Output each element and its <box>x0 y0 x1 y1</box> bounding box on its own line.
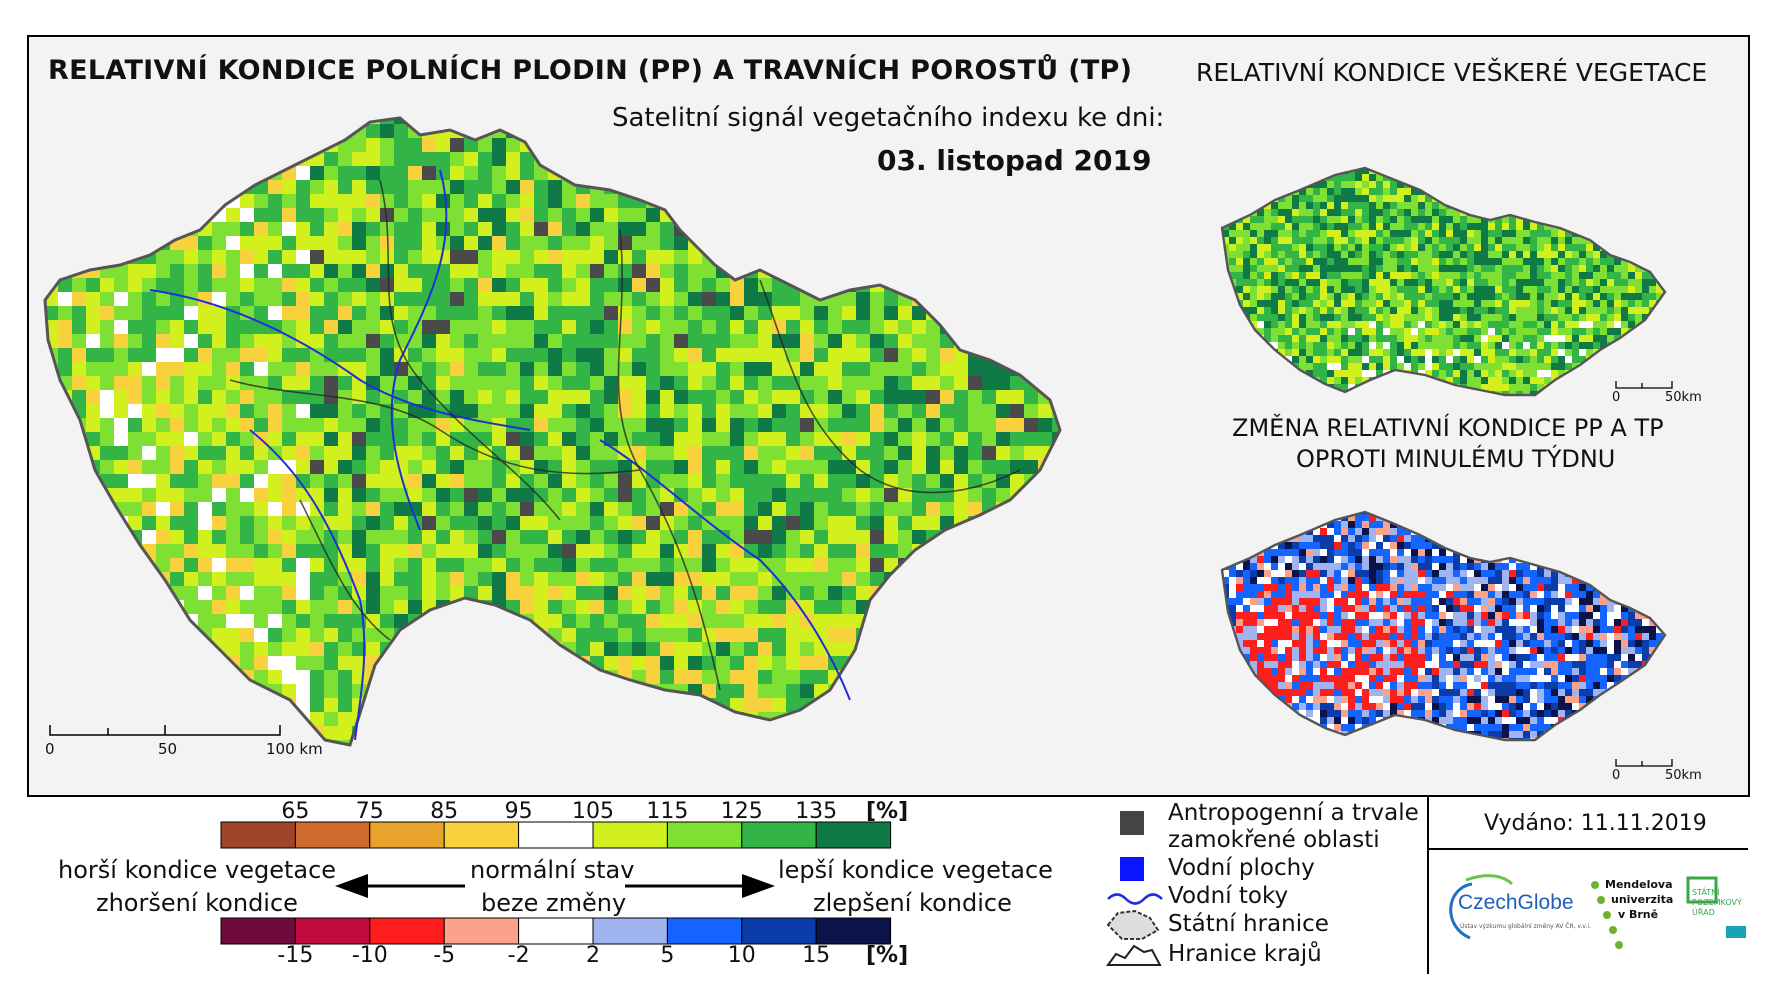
condition-legend-bar <box>220 821 892 849</box>
condition-change-map <box>1222 512 1665 740</box>
stream-key-icon <box>1107 893 1163 905</box>
spu-line2: POZEMKOVÝ <box>1692 898 1742 907</box>
vegetation-inset-title: RELATIVNÍ KONDICE VEŠKERÉ VEGETACE <box>1196 58 1708 87</box>
issued-date: Vydáno: 11.11.2019 <box>1484 811 1707 836</box>
main-scale-label-100: 100 km <box>266 740 323 758</box>
change-inset-title-line1: ZMĚNA RELATIVNÍ KONDICE PP A TP <box>1232 414 1664 442</box>
cond-ticks-label: 115 <box>646 799 689 824</box>
border-key-icon <box>1106 909 1160 940</box>
chg-bar-swatch <box>220 917 296 945</box>
cond-bar-swatch <box>443 821 520 849</box>
chg-bar-swatch <box>518 917 594 945</box>
main-title: RELATIVNÍ KONDICE POLNÍCH PLODIN (PP) A … <box>48 55 1133 86</box>
normal-state-label: normální stav <box>470 856 635 884</box>
cond-bar-swatch <box>220 821 296 849</box>
cond-ticks-label: 75 <box>355 799 384 824</box>
subtitle: Satelitní signál vegetačního indexu ke d… <box>612 103 1165 133</box>
vegetation-condition-map <box>1222 168 1665 395</box>
region-border-label: Hranice krajů <box>1168 941 1322 967</box>
mendel-line3: v Brně <box>1618 908 1659 921</box>
spu-logo: STÁTNÍ POZEMKOVÝ ÚŘAD <box>1686 876 1748 971</box>
chg-ticks-label: -10 <box>351 943 388 968</box>
water-body-label: Vodní plochy <box>1168 855 1315 881</box>
worse-arrow <box>335 874 465 898</box>
main-condition-map <box>45 118 1060 745</box>
anthropogenic-label-2: zamokřené oblasti <box>1168 827 1380 853</box>
cond-bar-swatch <box>518 821 594 849</box>
chg-ticks-label: 5 <box>660 943 675 968</box>
spu-line1: STÁTNÍ <box>1692 888 1720 897</box>
main-region-borders <box>229 179 1021 691</box>
veg-scale-start: 0 <box>1612 390 1621 405</box>
mendel-university-logo: Mendelova univerzita v Brně <box>1590 878 1675 968</box>
veg-scale-end: 50km <box>1665 390 1702 405</box>
better-condition-label: lepší kondice vegetace <box>778 856 1053 884</box>
chg-scale-bar <box>1615 759 1673 767</box>
main-scale-label-0: 0 <box>45 740 55 758</box>
better-arrow <box>625 874 775 898</box>
cond-bar-swatch <box>666 821 743 849</box>
cond-ticks-label: 105 <box>572 799 614 824</box>
cond-ticks-label: 125 <box>720 799 763 824</box>
cond-bar-swatch <box>815 821 892 849</box>
chg-ticks-label: -5 <box>433 943 456 968</box>
cond-bar-swatch <box>592 821 668 849</box>
cond-ticks-label: 95 <box>504 799 533 824</box>
chg-ticks-label: 2 <box>586 943 600 968</box>
czechglobe-logo: CzechGlobe Ústav výzkumu globální změny … <box>1440 866 1591 961</box>
region-border-key-icon <box>1106 944 1162 966</box>
anthropogenic-label-1: Antropogenní a trvale <box>1168 800 1419 826</box>
chg-scale-start: 0 <box>1612 768 1621 783</box>
chg-bar-swatch <box>666 917 743 945</box>
cond-ticks-label: 135 <box>795 799 838 824</box>
chg-bar-swatch <box>294 917 371 945</box>
cond-bar-swatch <box>741 821 817 849</box>
condition-unit: [%] <box>866 799 909 824</box>
no-change-label: beze změny <box>481 889 627 917</box>
change-legend-bar <box>220 917 892 945</box>
main-scale-label-50: 50 <box>158 740 178 758</box>
change-inset-title-line2: OPROTI MINULÉMU TÝDNU <box>1296 445 1616 473</box>
mendel-line1: Mendelova <box>1605 878 1673 891</box>
state-border-label: Státní hranice <box>1168 911 1329 937</box>
anthropogenic-key-icon <box>1120 811 1144 835</box>
chg-bar-swatch <box>741 917 817 945</box>
stream-label: Vodní toky <box>1168 883 1289 909</box>
better-change-label: zlepšení kondice <box>813 889 1012 917</box>
date: 03. listopad 2019 <box>877 144 1152 177</box>
chg-bar-swatch <box>369 917 445 945</box>
cond-bar-swatch <box>294 821 371 849</box>
cond-ticks-label: 85 <box>430 799 459 824</box>
veg-scale-bar <box>1615 381 1673 389</box>
chg-ticks-label: 15 <box>802 943 831 968</box>
chg-scale-end: 50km <box>1665 768 1702 783</box>
chg-ticks-label: -15 <box>277 943 314 968</box>
chg-bar-swatch <box>443 917 520 945</box>
worse-condition-label: horší kondice vegetace <box>58 856 337 884</box>
chg-ticks-label: 10 <box>727 943 756 968</box>
main-scale-bar <box>49 725 281 736</box>
water-body-key-icon <box>1120 857 1144 881</box>
czechglobe-subtitle: Ústav výzkumu globální změny AV ČR, v.v.… <box>1460 923 1591 930</box>
cond-bar-swatch <box>369 821 445 849</box>
czechglobe-name: CzechGlobe <box>1458 891 1574 914</box>
cond-ticks-label: 65 <box>281 799 310 824</box>
spu-line3: ÚŘAD <box>1692 908 1715 917</box>
chg-bar-swatch <box>815 917 892 945</box>
mendel-line2: univerzita <box>1611 893 1674 906</box>
main-rivers <box>149 169 851 741</box>
change-unit: [%] <box>866 943 909 968</box>
chg-ticks-label: -2 <box>507 943 530 968</box>
worse-change-label: zhoršení kondice <box>96 889 298 917</box>
chg-bar-swatch <box>592 917 668 945</box>
